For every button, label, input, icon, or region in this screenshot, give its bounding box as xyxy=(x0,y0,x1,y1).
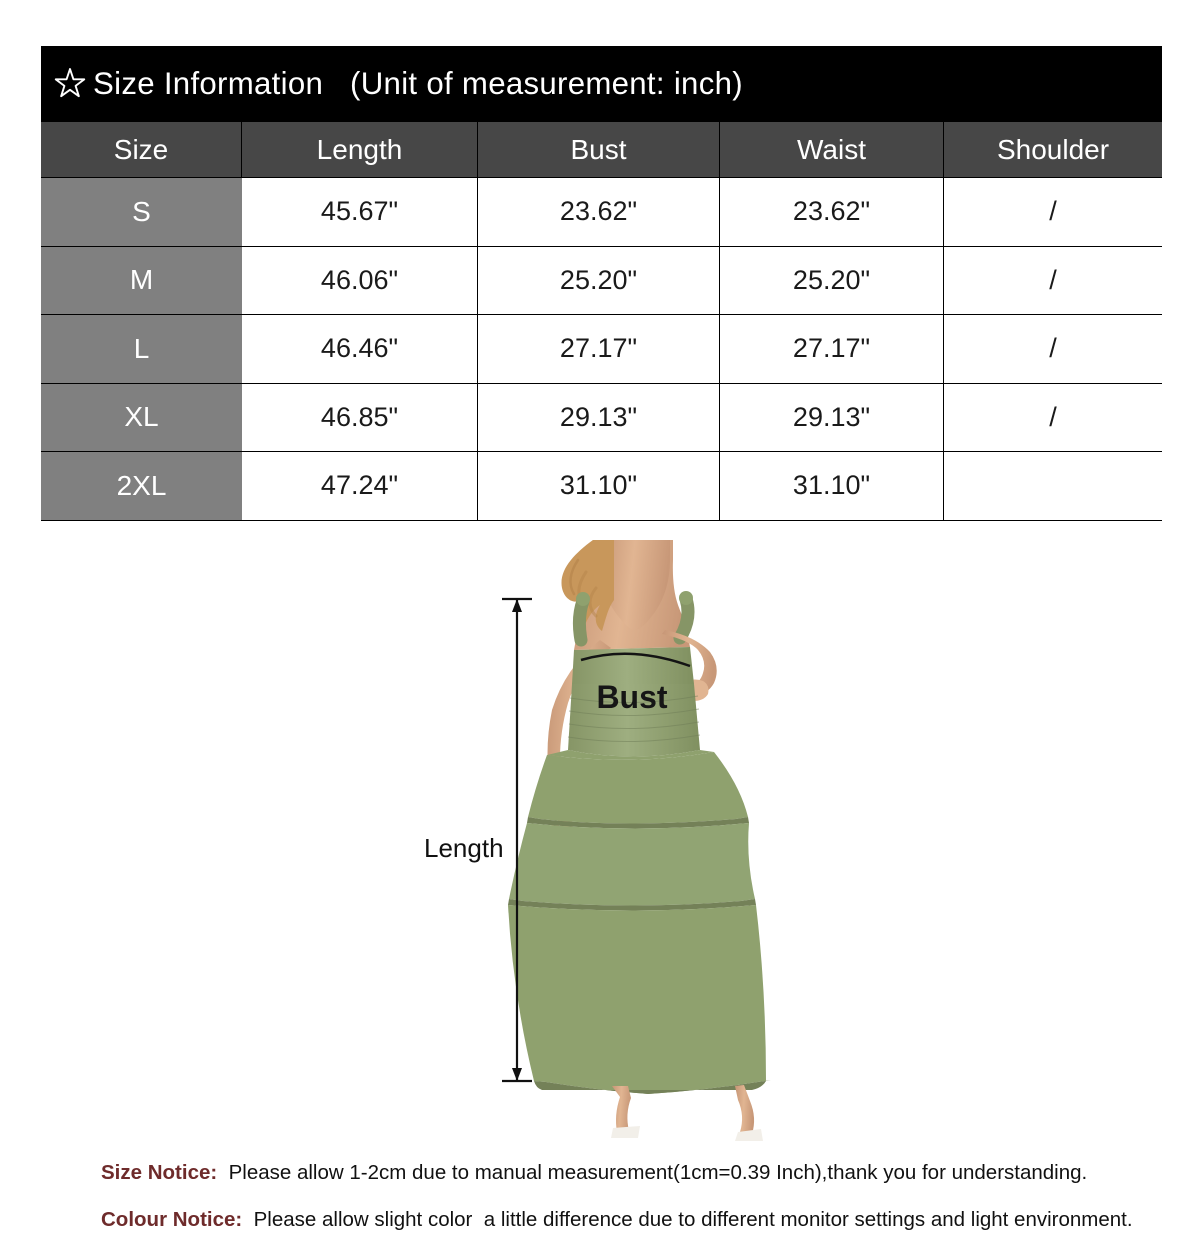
svg-text:Bust: Bust xyxy=(596,679,667,715)
